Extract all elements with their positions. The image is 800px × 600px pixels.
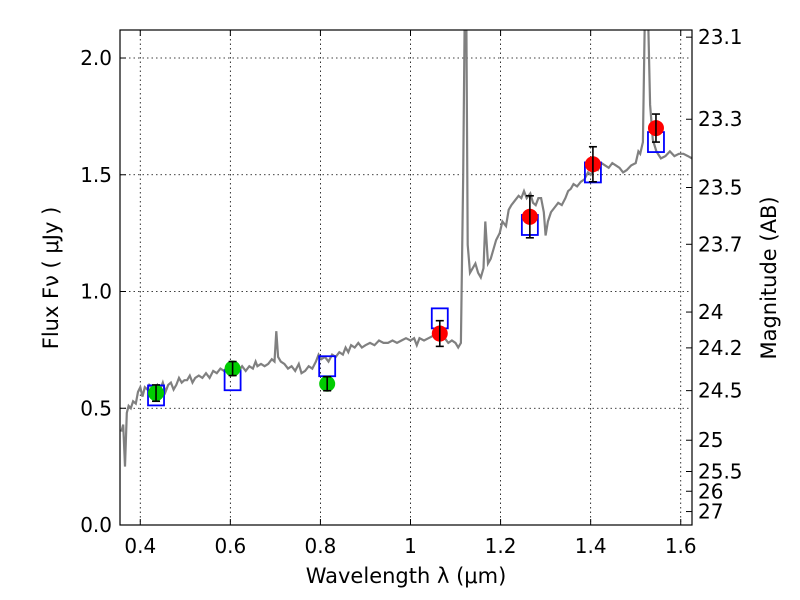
series-layer bbox=[120, 30, 692, 467]
right-tick-label: 24.5 bbox=[698, 379, 743, 403]
right-tick-label: 25 bbox=[698, 428, 723, 452]
x-tick-label: 0.6 bbox=[214, 534, 246, 558]
y-axis-label: Flux Fν ( μJy ) bbox=[39, 207, 63, 350]
y-tick-label: 1.0 bbox=[80, 280, 112, 304]
y-tick-label: 0.0 bbox=[80, 513, 112, 537]
x-tick-label: 1.2 bbox=[485, 534, 517, 558]
right-tick-label: 25.5 bbox=[698, 460, 743, 484]
right-tick-label: 26 bbox=[698, 479, 723, 503]
right-y-axis-label: Magnitude (AB) bbox=[757, 196, 781, 359]
right-tick-label: 24.2 bbox=[698, 336, 743, 360]
x-tick-label: 0.8 bbox=[305, 534, 337, 558]
right-tick-label: 27 bbox=[698, 500, 723, 524]
x-tick-label: 1 bbox=[404, 534, 417, 558]
x-axis-label: Wavelength λ (μm) bbox=[306, 564, 507, 588]
y-tick-label: 2.0 bbox=[80, 46, 112, 70]
right-tick-label: 24 bbox=[698, 300, 723, 324]
right-tick-label: 23.1 bbox=[698, 25, 743, 49]
y-tick-label: 0.5 bbox=[80, 396, 112, 420]
right-tick-label: 23.3 bbox=[698, 107, 743, 131]
plot-frame bbox=[119, 29, 693, 526]
x-tick-label: 0.4 bbox=[124, 534, 156, 558]
x-tick-label: 1.4 bbox=[575, 534, 607, 558]
x-tick-label: 1.6 bbox=[665, 534, 697, 558]
right-tick-label: 23.7 bbox=[698, 232, 743, 256]
ticks: 0.4 0.6 0.8 1 1.2 1.4 1.6 0.0 0.5 1.0 1.5 2.0 23.1 23… bbox=[80, 25, 742, 558]
right-tick-label: 23.5 bbox=[698, 176, 743, 200]
y-tick-label: 1.5 bbox=[80, 163, 112, 187]
